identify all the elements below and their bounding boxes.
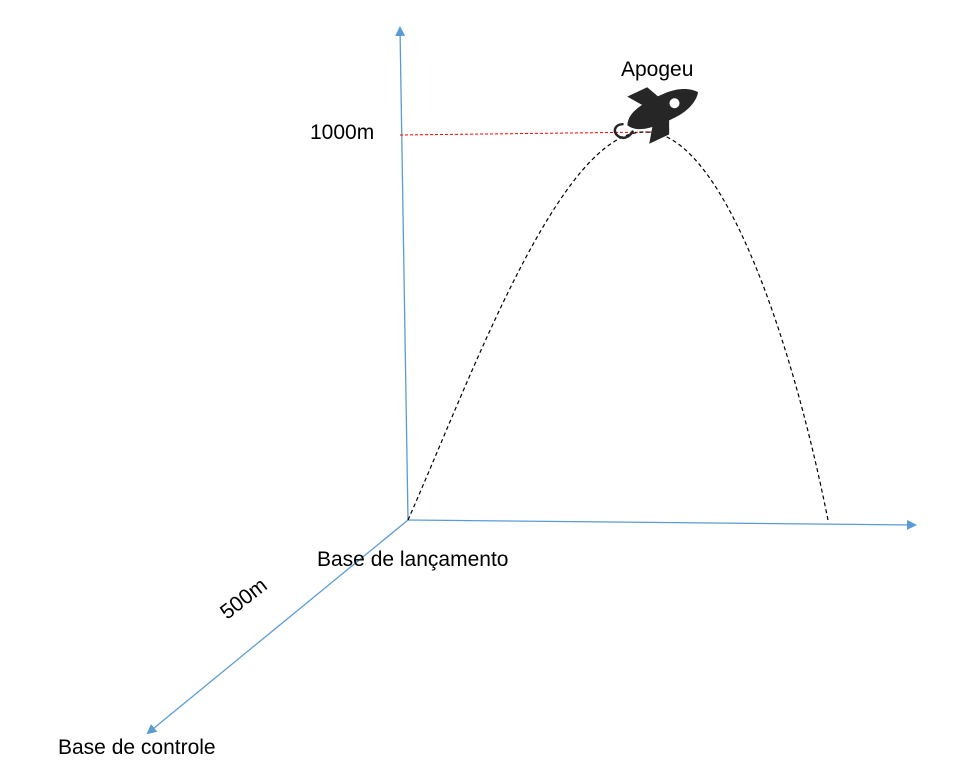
trajectory-curve — [407, 131, 829, 521]
depth-axis — [146, 519, 409, 735]
apogee-label: Apogeu — [621, 58, 694, 81]
rocket-icon — [613, 87, 699, 144]
altitude-reference-line — [399, 131, 656, 136]
horizontal-axis — [407, 519, 917, 530]
vertical-axis — [395, 26, 409, 521]
control-base-label: Base de controle — [58, 736, 216, 759]
altitude-label: 1000m — [310, 121, 375, 144]
launch-base-label: Base de lançamento — [317, 548, 509, 571]
